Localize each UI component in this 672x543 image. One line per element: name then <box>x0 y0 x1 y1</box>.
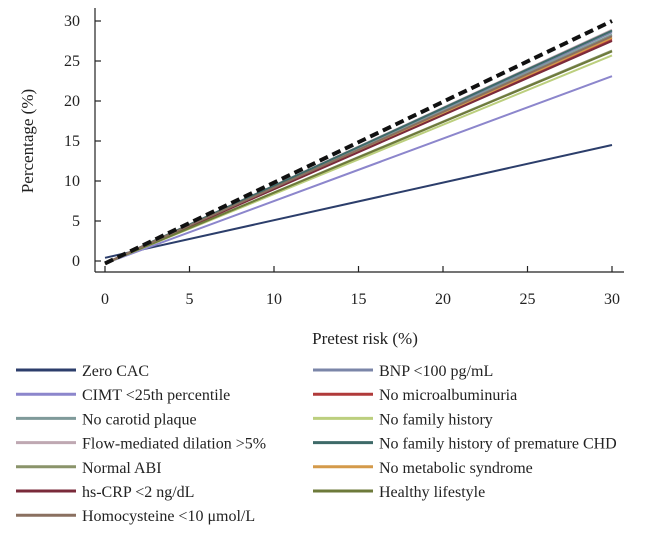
series-line <box>104 35 613 265</box>
x-tick-label: 10 <box>266 291 282 308</box>
x-tick-label: 30 <box>604 291 620 308</box>
legend: Zero CAC BNP <100 pg/mL CIMT <25th percent… <box>16 363 617 525</box>
legend-label: Homocysteine <10 μmol/L <box>82 508 255 525</box>
y-tick-label: 30 <box>64 13 80 30</box>
x-tick-label: 20 <box>435 291 451 308</box>
x-axis-title: Pretest risk (%) <box>312 329 418 348</box>
x-tick-label: 5 <box>186 291 194 308</box>
legend-label: No carotid plaque <box>82 411 197 428</box>
y-tick-label: 10 <box>64 173 80 190</box>
y-tick-label: 5 <box>72 213 80 230</box>
reference-line <box>104 19 613 266</box>
y-tick-label: 0 <box>72 253 80 270</box>
series-line <box>104 75 613 265</box>
y-axis-title: Percentage (%) <box>18 89 37 193</box>
y-tick-label: 15 <box>64 133 80 150</box>
legend-label: hs-CRP <2 ng/dL <box>82 484 194 501</box>
legend-label: No family history <box>379 411 493 428</box>
y-tick-label: 20 <box>64 93 80 110</box>
legend-label: CIMT <25th percentile <box>82 387 230 404</box>
series-line <box>104 50 613 265</box>
legend-label: BNP <100 pg/mL <box>379 363 493 380</box>
plot-area <box>104 19 613 266</box>
legend-label: No microalbuminuria <box>379 387 517 404</box>
legend-label: Zero CAC <box>82 363 149 380</box>
y-tick-label: 25 <box>64 53 80 70</box>
legend-label: No metabolic syndrome <box>379 460 533 477</box>
axes: 0 5 10 15 20 25 30 0 5 10 15 20 25 30 <box>64 8 624 308</box>
legend-label: Flow-mediated dilation >5% <box>82 436 266 453</box>
legend-label: Healthy lifestyle <box>379 484 485 501</box>
x-tick-label: 15 <box>351 291 367 308</box>
series-line <box>104 144 613 259</box>
x-tick-label: 25 <box>520 291 536 308</box>
legend-label: Normal ABI <box>82 460 162 477</box>
x-tick-label: 0 <box>101 291 109 308</box>
legend-label: No family history of premature CHD <box>379 436 617 453</box>
